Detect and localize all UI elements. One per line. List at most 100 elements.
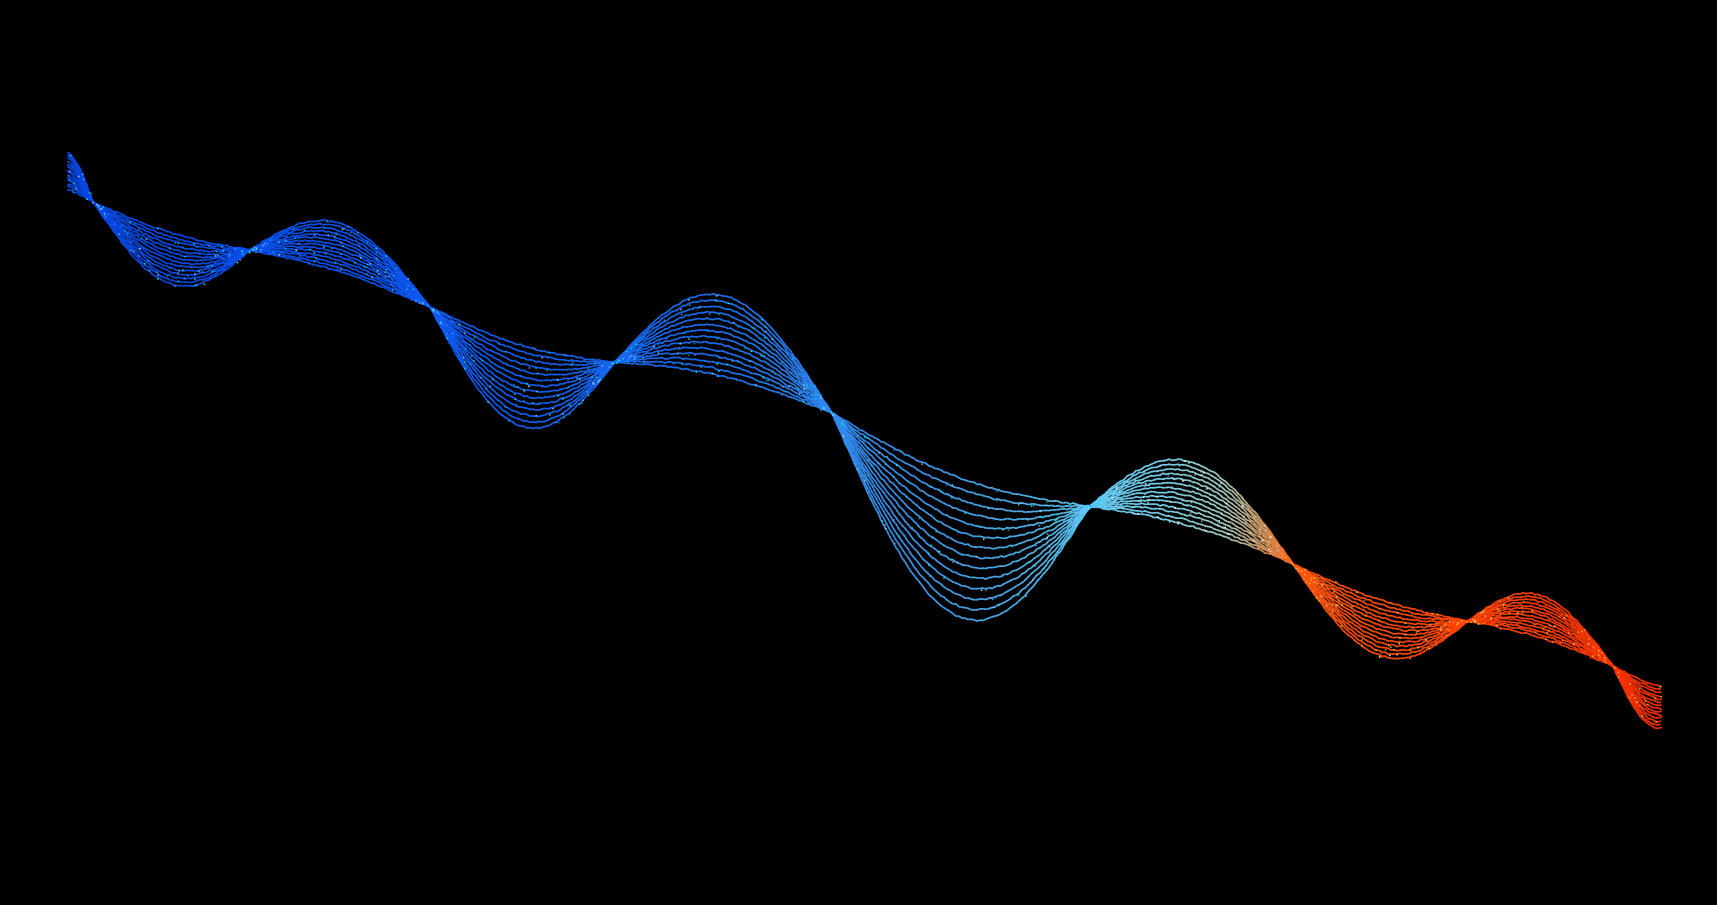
speckle-dot: [1028, 562, 1030, 564]
speckle-dot: [1654, 698, 1656, 700]
speckle-dot: [1362, 639, 1364, 641]
speckle-dot: [906, 496, 908, 498]
speckle-dot: [517, 386, 519, 388]
speckle-dot: [1210, 499, 1212, 501]
speckle-dot: [943, 545, 945, 547]
speckle-dot: [194, 285, 196, 287]
speckle-dot: [929, 576, 931, 578]
speckle-dot: [326, 221, 328, 223]
speckle-dot: [267, 243, 269, 245]
speckle-dot: [1099, 503, 1101, 505]
speckle-dot: [1332, 610, 1334, 612]
speckle-dot: [393, 275, 395, 277]
speckle-dot: [458, 324, 460, 326]
speckle-dot: [452, 333, 454, 335]
speckle-dot: [490, 386, 492, 388]
speckle-dot: [1140, 501, 1142, 503]
speckle-dot: [240, 259, 242, 261]
speckle-dot: [1545, 639, 1547, 641]
speckle-dot: [1310, 579, 1312, 581]
speckle-dot: [1032, 580, 1034, 582]
speckle-dot: [1318, 600, 1320, 602]
speckle-dot: [325, 253, 327, 255]
speckle-dot: [335, 234, 337, 236]
speckle-dot: [354, 262, 356, 264]
speckle-dot: [1098, 500, 1100, 502]
speckle-dot: [983, 539, 985, 541]
speckle-dot: [1652, 688, 1654, 690]
speckle-dot: [121, 225, 123, 227]
speckle-dot: [1568, 632, 1570, 634]
speckle-dot: [919, 518, 921, 520]
speckle-dot: [482, 360, 484, 362]
speckle-dot: [293, 228, 295, 230]
speckle-dot: [930, 486, 932, 488]
speckle-dot: [679, 343, 681, 345]
speckle-dot: [423, 303, 425, 305]
speckle-dot: [1360, 627, 1362, 629]
speckle-dot: [1053, 562, 1055, 564]
speckle-dot: [1020, 503, 1022, 505]
speckle-dot: [314, 261, 316, 263]
speckle-dot: [1317, 583, 1319, 585]
speckle-dot: [811, 394, 813, 396]
speckle-dot: [1480, 612, 1482, 614]
speckle-dot: [908, 481, 910, 483]
speckle-dot: [1205, 488, 1207, 490]
speckle-dot: [896, 464, 898, 466]
speckle-dot: [680, 309, 682, 311]
speckle-dot: [1095, 506, 1097, 508]
speckle-dot: [1244, 516, 1246, 518]
speckle-dot: [440, 321, 442, 323]
speckle-dot: [872, 502, 874, 504]
speckle-dot: [759, 317, 761, 319]
speckle-dot: [1475, 622, 1477, 624]
speckle-dot: [946, 484, 948, 486]
speckle-dot: [1027, 519, 1029, 521]
speckle-dot: [1590, 657, 1592, 659]
speckle-dot: [1220, 483, 1222, 485]
speckle-dot: [806, 386, 808, 388]
speckle-dot: [411, 299, 413, 301]
speckle-dot: [588, 395, 590, 397]
speckle-dot: [941, 491, 943, 493]
speckle-dot: [1634, 676, 1636, 678]
speckle-dot: [359, 255, 361, 257]
speckle-dot: [611, 363, 613, 365]
speckle-dot: [1076, 510, 1078, 512]
speckle-dot: [1611, 664, 1613, 666]
speckle-dot: [1174, 507, 1176, 509]
speckle-dot: [439, 313, 441, 315]
speckle-dot: [586, 391, 588, 393]
speckle-dot: [901, 451, 903, 453]
speckle-dot: [1046, 505, 1048, 507]
speckle-dot: [87, 199, 89, 201]
speckle-dot: [1244, 536, 1246, 538]
speckle-dot: [1304, 574, 1306, 576]
speckle-dot: [1268, 549, 1270, 551]
speckle-dot: [75, 189, 77, 191]
speckle-dot: [1018, 595, 1020, 597]
wave-line: [68, 185, 1661, 693]
speckle-dot: [751, 351, 753, 353]
speckle-dot: [1352, 606, 1354, 608]
speckle-dot: [1169, 521, 1171, 523]
speckle-dot: [1578, 631, 1580, 633]
speckle-dot: [214, 271, 216, 273]
speckle-dot: [1268, 541, 1270, 543]
speckle-dot: [1131, 507, 1133, 509]
speckle-dot: [832, 414, 834, 416]
speckle-dot: [386, 269, 388, 271]
speckle-dot: [1046, 501, 1048, 503]
speckle-dot: [337, 269, 339, 271]
speckle-dot: [803, 384, 805, 386]
speckle-dot: [1377, 610, 1379, 612]
speckle-dot: [528, 386, 530, 388]
speckle-dot: [753, 327, 755, 329]
speckle-dot: [1661, 696, 1663, 698]
speckle-dot: [814, 385, 816, 387]
speckle-dot: [952, 561, 954, 563]
speckle-dot: [1656, 721, 1658, 723]
speckle-dot: [505, 351, 507, 353]
speckle-dot: [831, 412, 833, 414]
